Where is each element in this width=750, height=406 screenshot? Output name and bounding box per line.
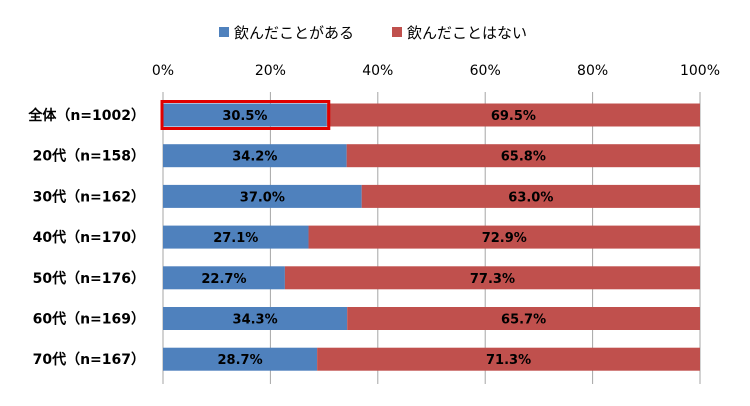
category-label-1: 20代（n=158） [33, 148, 145, 165]
data-label-6-series-1: 71.3% [486, 353, 531, 368]
y-axis-categories: 全体（n=1002） 20代（n=158） 30代（n=162） 40代（n=170）… [27, 107, 145, 368]
legend-label-1: 飲んだことはない [407, 24, 527, 42]
bars [160, 100, 700, 371]
category-label-3: 40代（n=170） [33, 229, 145, 246]
bar-4-series-1 [284, 266, 700, 290]
data-label-1-series-1: 65.8% [501, 150, 546, 165]
bar-5-series-0 [163, 307, 348, 330]
legend-swatch-1 [392, 27, 402, 37]
data-label-0-series-1: 69.5% [491, 109, 536, 124]
data-label-5-series-1: 65.7% [501, 313, 546, 328]
data-label-5-series-0: 34.3% [233, 313, 278, 328]
bar-0-series-1 [326, 103, 700, 127]
legend-swatch-0 [219, 27, 229, 37]
bar-5-series-1 [347, 307, 700, 330]
bar-1-series-0 [163, 144, 347, 168]
highlight-box [160, 100, 331, 130]
bar-1-series-1 [346, 144, 700, 168]
x-tick-label-40: 40% [362, 63, 393, 79]
x-tick-label-100: 100% [680, 63, 720, 79]
bar-3-series-0 [163, 225, 309, 249]
data-label-4-series-1: 77.3% [470, 272, 515, 287]
x-tick-label-20: 20% [255, 63, 286, 79]
category-label-5: 60代（n=169） [33, 311, 145, 328]
x-tick-label-0: 0% [152, 63, 174, 79]
data-label-6-series-0: 28.7% [218, 353, 263, 368]
data-label-1-series-0: 34.2% [232, 150, 277, 165]
x-tick-label-80: 80% [577, 63, 608, 79]
data-label-0-series-0: 30.5% [222, 109, 267, 124]
data-labels: 30.5% 69.5% 34.2% 65.8% 37.0% 63.0% 27.1% 72.9%… [201, 109, 553, 368]
data-label-4-series-0: 22.7% [201, 272, 246, 287]
data-label-3-series-0: 27.1% [213, 231, 258, 246]
data-label-2-series-0: 37.0% [240, 190, 285, 205]
bar-6-series-1 [317, 347, 700, 371]
bar-0-series-0 [163, 103, 327, 127]
bar-6-series-0 [163, 347, 318, 371]
category-label-2: 30代（n=162） [33, 188, 145, 205]
bar-3-series-1 [308, 225, 700, 249]
data-label-2-series-1: 63.0% [508, 190, 553, 205]
x-axis-ticks: 0% 20% 40% 60% 80% 100% [152, 63, 720, 79]
bar-4-series-0 [163, 266, 285, 290]
bar-2-series-0 [163, 184, 362, 208]
legend: 飲んだことがある 飲んだことはない [219, 24, 527, 42]
bar-2-series-1 [361, 184, 700, 208]
category-label-4: 50代（n=176） [33, 270, 145, 287]
category-label-0: 全体（n=1002） [27, 107, 145, 124]
x-tick-label-60: 60% [470, 63, 501, 79]
category-label-6: 70代（n=167） [33, 351, 145, 368]
data-label-3-series-1: 72.9% [482, 231, 527, 246]
legend-label-0: 飲んだことがある [234, 24, 354, 42]
